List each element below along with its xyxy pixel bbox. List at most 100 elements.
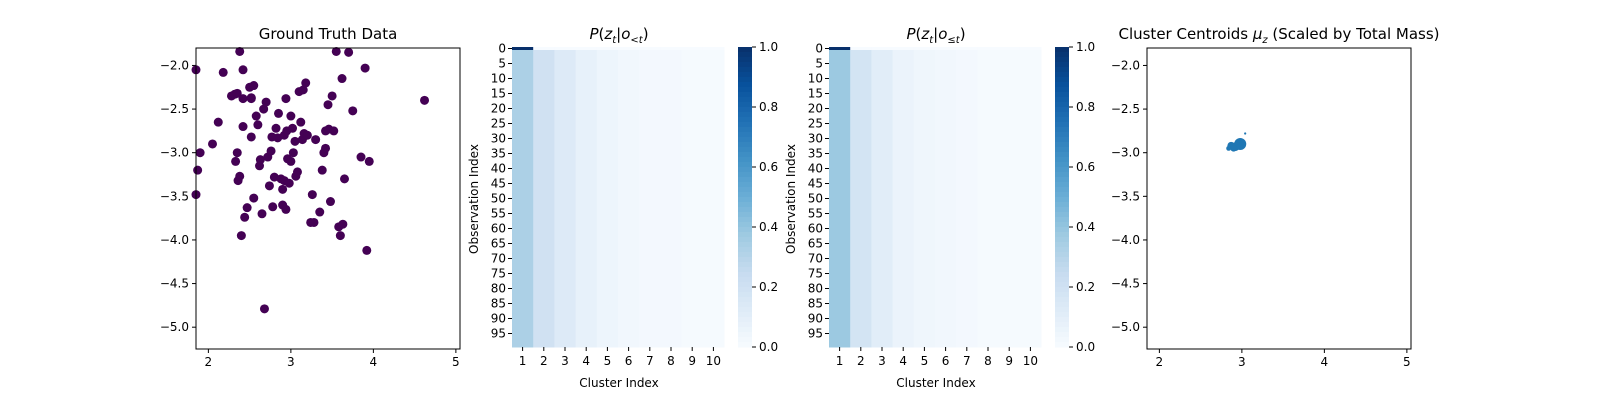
prior-cell <box>554 137 577 141</box>
prior-cell <box>533 182 555 186</box>
prior-cell <box>639 299 661 303</box>
prior-cell <box>554 344 577 348</box>
posterior-cell <box>850 338 872 342</box>
posterior-cell <box>913 272 936 276</box>
prior-cell <box>596 161 619 165</box>
prior-cell <box>639 200 661 204</box>
posterior-cell <box>1019 158 1042 162</box>
posterior-cell <box>935 182 957 186</box>
prior-cell <box>554 161 577 165</box>
posterior-cell <box>892 266 915 270</box>
prior-cell <box>702 248 725 252</box>
prior-cell <box>575 155 598 159</box>
posterior-cell <box>829 257 851 261</box>
posterior-cell <box>913 281 936 285</box>
prior-cell <box>554 341 577 345</box>
posterior-cell <box>935 173 957 177</box>
posterior-cell <box>892 158 915 162</box>
posterior-cell <box>913 95 936 99</box>
posterior-cell <box>977 236 1000 240</box>
posterior-cell <box>892 320 915 324</box>
prior-colorbar-segment <box>738 62 752 68</box>
prior-cell <box>512 161 534 165</box>
prior-cell <box>596 287 619 291</box>
prior-cell <box>533 89 555 93</box>
posterior-cell <box>935 128 957 132</box>
posterior-cell <box>871 260 894 264</box>
prior-cell <box>554 167 577 171</box>
posterior-cell <box>1019 329 1042 333</box>
prior-cell <box>512 62 534 66</box>
prior-cell <box>639 284 661 288</box>
posterior-cell <box>956 164 978 168</box>
posterior-cell <box>829 230 851 234</box>
posterior-cell <box>829 62 851 66</box>
posterior-cell <box>977 224 1000 228</box>
prior-cell <box>660 50 683 54</box>
posterior-ytick-label: 50 <box>808 192 823 206</box>
prior-cell <box>596 143 619 147</box>
posterior-cell <box>1019 215 1042 219</box>
posterior-cell <box>956 110 978 114</box>
posterior-cell <box>956 227 978 231</box>
prior-cell <box>554 65 577 69</box>
posterior-cell <box>1019 50 1042 54</box>
prior-cell <box>681 296 704 300</box>
posterior-cell <box>850 215 872 219</box>
prior-cell <box>702 95 725 99</box>
posterior-cell <box>1019 227 1042 231</box>
posterior-cell <box>977 272 1000 276</box>
posterior-cell <box>956 77 978 81</box>
prior-cell <box>660 221 683 225</box>
prior-cell <box>660 149 683 153</box>
posterior-cell <box>871 74 894 78</box>
posterior-cell <box>871 293 894 297</box>
prior-cell <box>660 80 683 84</box>
prior-cell <box>618 290 640 294</box>
centroid-xtick-label: 5 <box>1403 355 1411 369</box>
prior-cell <box>681 80 704 84</box>
prior-cell <box>618 164 640 168</box>
posterior-cell <box>829 92 851 96</box>
prior-cell <box>639 206 661 210</box>
posterior-cell <box>913 116 936 120</box>
prior-cell <box>618 74 640 78</box>
ground-truth-ytick-label: −3.0 <box>160 146 189 160</box>
posterior-cell <box>892 284 915 288</box>
posterior-cell <box>892 68 915 72</box>
prior-cell <box>575 149 598 153</box>
ground-truth-point <box>307 190 317 200</box>
prior-cell <box>681 209 704 213</box>
ground-truth-ytick-label: −4.0 <box>160 233 189 247</box>
prior-cell <box>533 320 555 324</box>
posterior-cell <box>998 173 1021 177</box>
prior-cell <box>618 62 640 66</box>
prior-cell <box>681 260 704 264</box>
posterior-cell <box>1019 278 1042 282</box>
ground-truth-point <box>213 117 223 127</box>
posterior-cell <box>871 245 894 249</box>
ground-truth-xtick-label: 5 <box>452 355 460 369</box>
posterior-cell <box>935 80 957 84</box>
posterior-cell <box>1019 161 1042 165</box>
prior-cell <box>639 140 661 144</box>
posterior-cell <box>977 119 1000 123</box>
prior-cell <box>512 125 534 129</box>
ground-truth-point <box>232 148 242 158</box>
prior-cell <box>533 272 555 276</box>
posterior-cell <box>956 191 978 195</box>
prior-cell <box>618 332 640 336</box>
posterior-cell <box>913 320 936 324</box>
posterior-cell <box>871 77 894 81</box>
posterior-cell <box>935 149 957 153</box>
prior-cell <box>554 245 577 249</box>
prior-cell <box>512 293 534 297</box>
posterior-cell <box>850 107 872 111</box>
posterior-cell <box>935 209 957 213</box>
prior-cell <box>575 83 598 87</box>
prior-cell <box>660 269 683 273</box>
prior-colorbar-segment <box>738 77 752 83</box>
posterior-cell <box>998 314 1021 318</box>
prior-colorbar-segment <box>738 107 752 113</box>
posterior-cell <box>829 140 851 144</box>
